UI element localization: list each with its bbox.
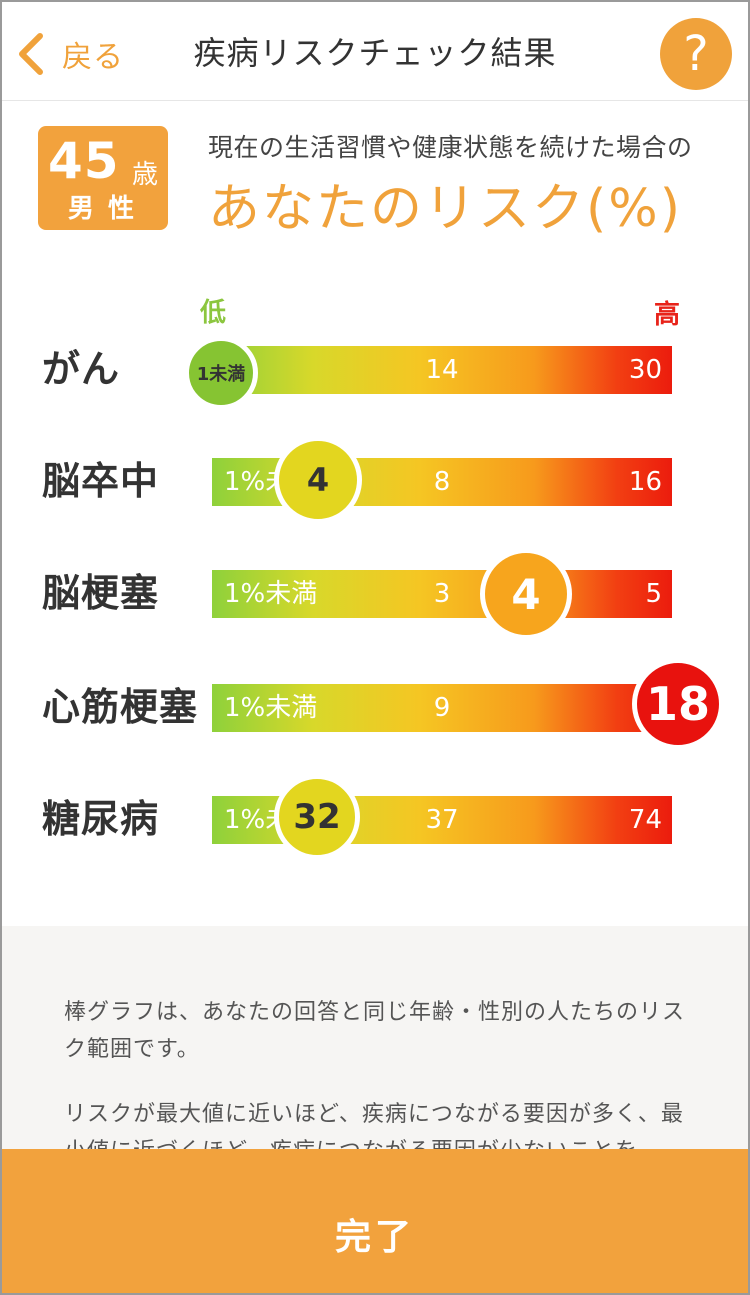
gender-label: 男性 [67, 194, 148, 224]
explanation-paragraph-1: 棒グラフは、あなたの回答と同じ年齢・性別の人たちのリスク範囲です。 [64, 1000, 686, 1062]
risk-row-label: 脳梗塞 [42, 571, 160, 615]
risk-range-mid-label: 3 [433, 579, 451, 609]
risk-range-mid-label: 9 [433, 693, 451, 723]
risk-range-mid-label: 37 [425, 805, 459, 835]
help-button[interactable]: ? [660, 18, 732, 90]
risk-value-marker: 32 [274, 774, 360, 860]
back-button[interactable]: 戻る [16, 30, 124, 78]
risk-row-label: がん [42, 347, 121, 391]
risk-row-label: 心筋梗塞 [42, 685, 199, 729]
page-title: 疾病リスクチェック結果 [193, 34, 557, 72]
risk-range-bar: 1%未満 3 5 [212, 570, 672, 618]
back-label: 戻る [62, 40, 124, 75]
risk-range-max-label: 30 [628, 355, 662, 385]
risk-value-marker: 1未満 [184, 336, 258, 410]
risk-range-mid-label: 14 [425, 355, 459, 385]
legend-high-label: 高 [654, 300, 681, 330]
age-value: 45 [48, 132, 120, 190]
risk-row: 心筋梗塞 1%未満 9 18 [2, 658, 748, 750]
risk-value-marker: 18 [632, 658, 724, 750]
age-unit: 歳 [132, 160, 159, 190]
risk-row: 脳梗塞 1%未満 3 5 4 [2, 548, 748, 640]
risk-row: 脳卒中 1%未満 8 16 4 [2, 436, 748, 524]
risk-range-max-label: 16 [628, 467, 662, 497]
risk-row: 糖尿病 1%未満 37 74 32 [2, 774, 748, 862]
result-subtitle: 現在の生活習慣や健康状態を続けた場合の [208, 133, 693, 162]
chevron-left-icon [19, 33, 43, 75]
age-gender-badge: 45 歳 男性 [38, 126, 168, 230]
risk-row: がん 14 30 1未満 [2, 332, 748, 412]
risk-range-max-label: 5 [645, 579, 662, 609]
result-headline: あなたのリスク(%) [208, 179, 682, 239]
risk-range-min-label: 1%未満 [224, 693, 318, 723]
risk-range-max-label: 74 [628, 805, 662, 835]
done-button[interactable]: 完了 [2, 1149, 748, 1293]
risk-range-min-label: 1%未満 [224, 579, 318, 609]
risk-range-bar: 1%未満 9 [212, 684, 672, 732]
risk-value-marker: 4 [274, 436, 362, 524]
legend-low-label: 低 [200, 298, 227, 328]
risk-range-bar: 14 30 [212, 346, 672, 394]
risk-row-label: 脳卒中 [42, 459, 160, 503]
risk-row-label: 糖尿病 [42, 797, 160, 841]
risk-range-mid-label: 8 [433, 467, 451, 497]
risk-value-marker: 4 [480, 548, 572, 640]
app-header: 戻る 疾病リスクチェック結果 ? [2, 2, 748, 101]
